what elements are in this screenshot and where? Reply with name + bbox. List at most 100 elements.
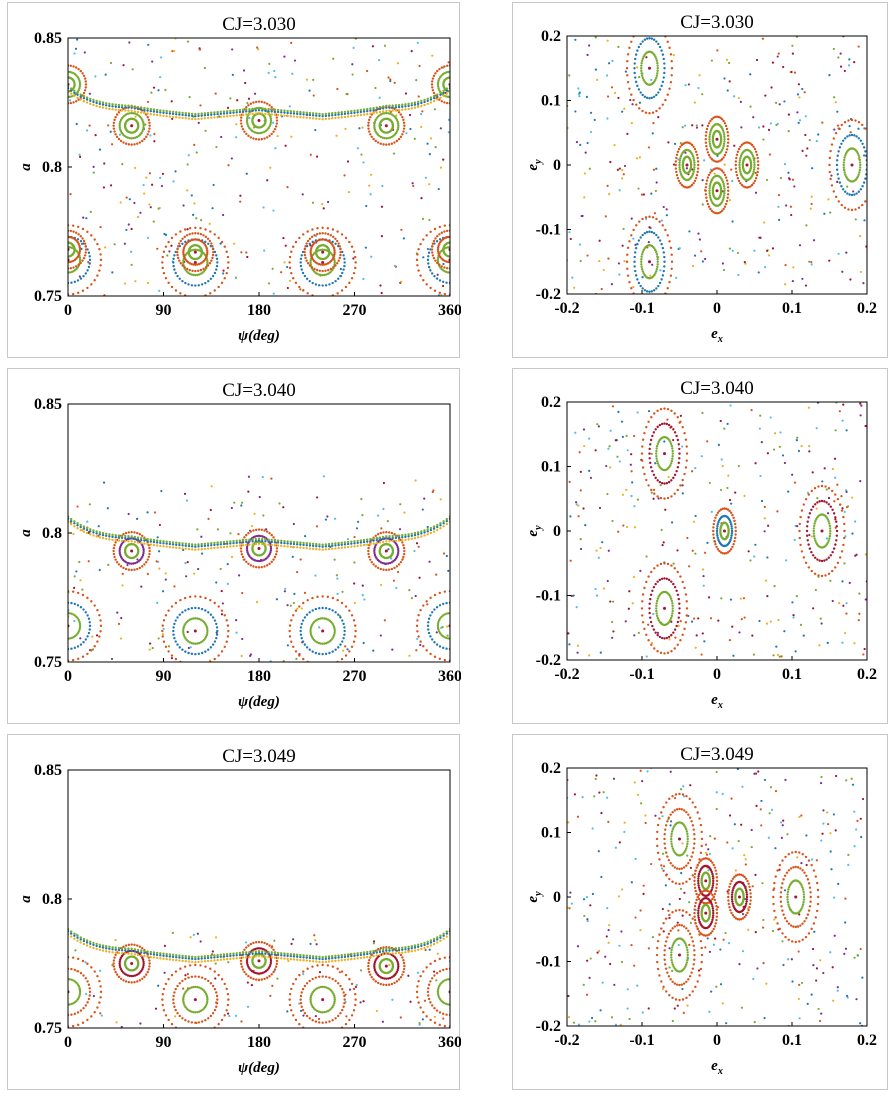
chaotic-point (199, 104, 201, 106)
chaotic-point (136, 518, 138, 520)
orbit-point (328, 283, 330, 285)
chaotic-point (583, 428, 585, 430)
boundary-point (245, 113, 247, 115)
orbit-point (343, 258, 345, 260)
chaotic-point (241, 592, 243, 594)
orbit-point (215, 637, 217, 639)
chaotic-point (197, 568, 199, 570)
orbit-point (648, 112, 650, 114)
boundary-point (89, 533, 91, 535)
orbit-point (459, 632, 461, 634)
orbit-point (86, 269, 88, 271)
orbit-point (646, 290, 648, 292)
chaotic-point (383, 482, 385, 484)
orbit-point (452, 255, 454, 257)
orbit-point (398, 138, 400, 140)
orbit-point (739, 146, 741, 148)
orbit-point (61, 266, 63, 268)
boundary-point (353, 545, 355, 547)
orbit-point (871, 184, 873, 186)
boundary-point (360, 539, 362, 541)
orbit-point (301, 268, 303, 270)
boundary-point (369, 112, 371, 114)
orbit-point (93, 604, 95, 606)
chaotic-point (116, 612, 118, 614)
chaotic-point (801, 88, 803, 90)
orbit-point (84, 89, 86, 91)
orbit-point (72, 266, 74, 268)
orbit-point (707, 203, 709, 205)
orbit-point (217, 605, 219, 607)
x-tick-label: 0 (64, 668, 72, 685)
boundary-point (255, 538, 257, 540)
chaotic-point (580, 471, 582, 473)
boundary-point (226, 115, 228, 117)
orbit-point (63, 271, 65, 273)
orbit-point (315, 608, 317, 610)
orbit-point (646, 231, 648, 233)
orbit-point (401, 116, 403, 118)
boundary-point (427, 528, 429, 530)
orbit-point (47, 635, 49, 637)
boundary-point (86, 532, 88, 534)
chaotic-point (365, 247, 367, 249)
boundary-point (293, 115, 295, 117)
chaotic-point (147, 282, 149, 284)
chaotic-point (773, 585, 775, 587)
boundary-point (130, 535, 132, 537)
orbit-point (388, 569, 390, 571)
orbit-point (338, 260, 340, 262)
orbit-point (204, 597, 206, 599)
orbit-point (663, 62, 665, 64)
orbit-point (51, 92, 53, 94)
boundary-point (385, 105, 387, 107)
orbit-point (705, 186, 707, 188)
orbit-point (288, 630, 290, 632)
orbit-point (266, 564, 268, 566)
orbit-point (460, 630, 461, 632)
chaotic-point (448, 61, 450, 63)
orbit-point (639, 43, 641, 45)
chaotic-point (122, 64, 124, 66)
chaotic-point (188, 154, 190, 156)
boundary-point (407, 538, 409, 540)
orbit-point (454, 260, 456, 262)
chaotic-point (426, 143, 428, 145)
orbit-point (660, 243, 662, 245)
chaotic-point (69, 193, 71, 195)
orbit-point (85, 83, 87, 85)
orbit-point (93, 645, 95, 647)
boundary-point (360, 544, 362, 546)
orbit-point (657, 67, 659, 69)
orbit-point (200, 269, 202, 271)
chaotic-point (220, 568, 222, 570)
chaotic-point (393, 580, 395, 582)
boundary-point (376, 537, 378, 539)
chaotic-point (347, 160, 349, 162)
chaotic-point (797, 93, 799, 95)
orbit-point (309, 280, 311, 282)
orbit-point (459, 279, 461, 281)
boundary-point (369, 538, 371, 540)
orbit-point (99, 619, 101, 621)
orbit-point (63, 637, 65, 639)
orbit-point (72, 101, 74, 103)
orbit-point (724, 122, 726, 124)
chaotic-point (362, 584, 364, 586)
orbit-point (245, 561, 247, 563)
orbit-point (337, 614, 339, 616)
orbit-point (304, 248, 306, 250)
orbit-point (428, 618, 430, 620)
orbit-point (214, 289, 216, 291)
orbit-point (863, 181, 865, 183)
orbit-point (725, 203, 727, 205)
orbit-point (655, 218, 657, 220)
orbit-point (459, 292, 461, 294)
orbit-point (668, 87, 670, 89)
orbit-point (52, 228, 54, 230)
chaotic-point (114, 243, 116, 245)
boundary-point (433, 525, 435, 527)
chaotic-point (227, 563, 229, 565)
chaotic-point (598, 425, 600, 427)
chaotic-point (405, 132, 407, 134)
